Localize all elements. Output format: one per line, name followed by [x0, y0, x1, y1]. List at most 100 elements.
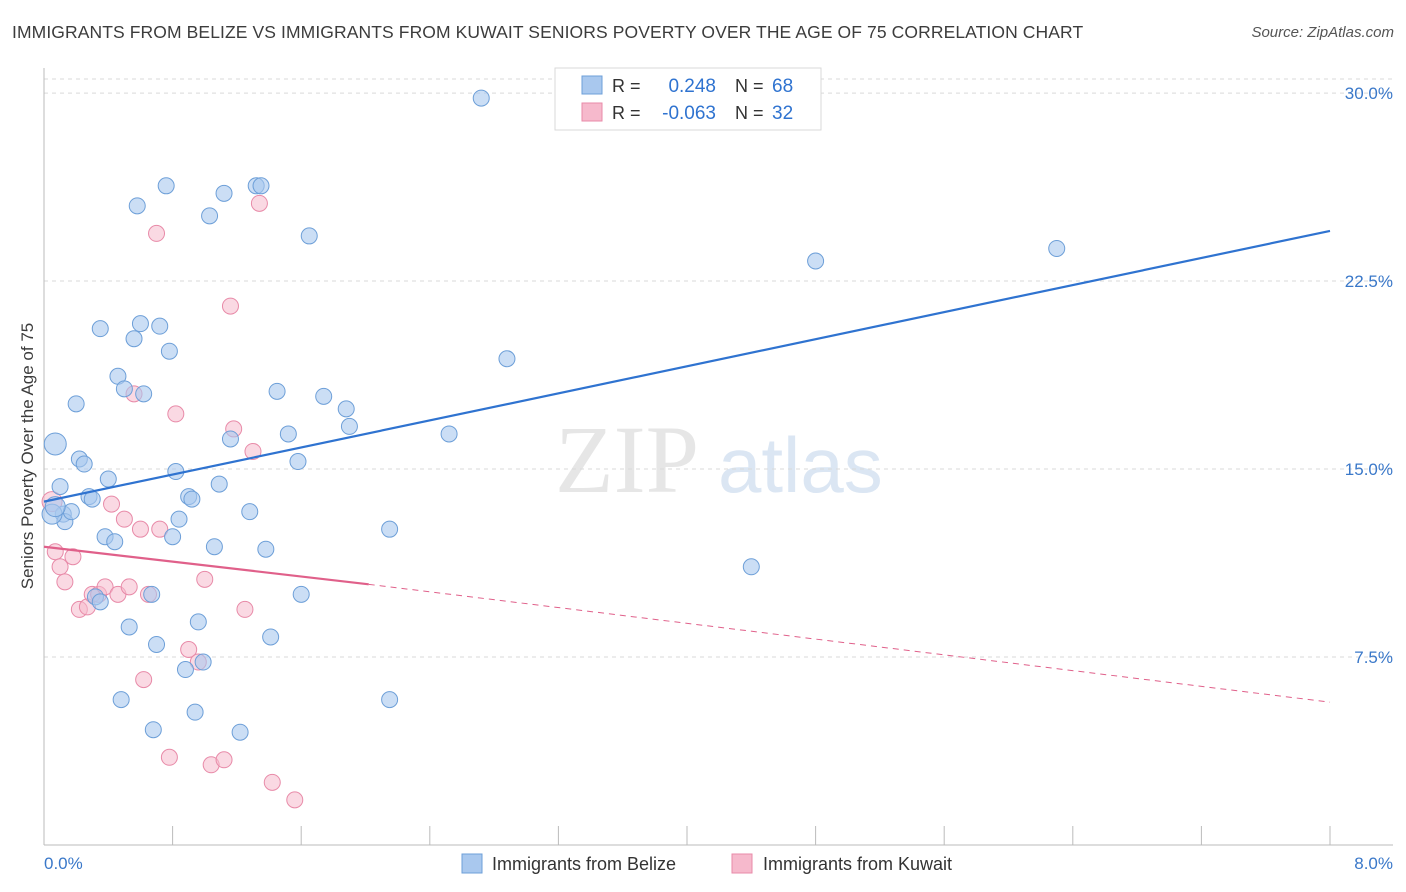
source-label: Source: ZipAtlas.com — [1251, 24, 1394, 41]
belize-point — [231, 723, 249, 741]
belize-point — [241, 503, 259, 521]
belize-point — [160, 342, 178, 360]
chart-title: IMMIGRANTS FROM BELIZE VS IMMIGRANTS FRO… — [12, 22, 1084, 42]
belize-point — [148, 635, 166, 653]
kuwait-point — [250, 194, 268, 212]
y-tick-label: 15.0% — [1345, 460, 1393, 479]
belize-point — [1048, 239, 1066, 257]
belize-point — [279, 425, 297, 443]
belize-trend-line — [43, 229, 1331, 503]
kuwait-trend-line-extension — [368, 583, 1331, 703]
belize-point — [742, 558, 760, 576]
belize-point — [143, 585, 161, 603]
belize-point — [440, 425, 458, 443]
belize-point — [125, 330, 143, 348]
x-tick-label-min: 0.0% — [44, 854, 83, 873]
belize-point — [315, 387, 333, 405]
belize-point — [157, 177, 175, 195]
belize-point — [289, 453, 307, 471]
stats-legend-n-value-belize: 68 — [772, 76, 793, 97]
belize-point — [262, 628, 280, 646]
stats-legend-swatch-kuwait — [581, 102, 603, 122]
belize-point — [43, 432, 67, 456]
kuwait-points — [41, 194, 304, 809]
belize-point — [164, 528, 182, 546]
belize-point — [205, 538, 223, 556]
belize-point — [381, 691, 399, 709]
trend-lines — [43, 229, 1331, 703]
belize-points — [41, 89, 1066, 741]
kuwait-point — [236, 600, 254, 618]
belize-point — [183, 490, 201, 508]
kuwait-point — [148, 224, 166, 242]
belize-point — [337, 400, 355, 418]
belize-point — [472, 89, 490, 107]
belize-point — [170, 510, 188, 528]
series-legend-label-kuwait: Immigrants from Kuwait — [763, 854, 952, 874]
belize-point — [91, 320, 109, 338]
belize-point — [135, 385, 153, 403]
kuwait-point — [151, 520, 169, 538]
belize-point — [807, 252, 825, 270]
stats-legend-swatch-belize — [581, 75, 603, 95]
kuwait-trend-line — [43, 545, 369, 586]
belize-point — [120, 618, 138, 636]
belize-point — [268, 382, 286, 400]
belize-point — [131, 315, 149, 333]
belize-point — [201, 207, 219, 225]
series-legend-swatch-belize — [461, 853, 483, 874]
series-legend-swatch-kuwait — [731, 853, 753, 874]
belize-point — [115, 380, 133, 398]
y-tick-label: 7.5% — [1354, 648, 1393, 667]
belize-point — [128, 197, 146, 215]
belize-point — [221, 430, 239, 448]
kuwait-point — [286, 791, 304, 809]
stats-legend-n-label-belize: N = — [735, 76, 764, 96]
kuwait-point — [135, 671, 153, 689]
belize-point — [215, 184, 233, 202]
belize-point — [498, 350, 516, 368]
belize-point — [210, 475, 228, 493]
belize-point — [292, 585, 310, 603]
kuwait-point — [244, 442, 262, 460]
belize-point — [194, 653, 212, 671]
y-tick-labels: 7.5% 15.0% 22.5% 30.0% — [1345, 84, 1393, 667]
stats-legend-r-value-kuwait: -0.063 — [662, 103, 716, 124]
belize-point — [300, 227, 318, 245]
belize-point — [106, 533, 124, 551]
belize-point — [340, 417, 358, 435]
kuwait-point — [46, 543, 64, 561]
belize-point — [381, 520, 399, 538]
belize-point — [99, 470, 117, 488]
watermark-zip: ZIP — [555, 406, 699, 513]
kuwait-point — [115, 510, 133, 528]
kuwait-point — [131, 520, 149, 538]
series-legend: Immigrants from Belize Immigrants from K… — [461, 853, 952, 874]
kuwait-point — [103, 495, 121, 513]
belize-point — [67, 395, 85, 413]
x-tick-label-max: 8.0% — [1354, 854, 1393, 873]
kuwait-point — [263, 773, 281, 791]
kuwait-point — [180, 640, 198, 658]
kuwait-point — [56, 573, 74, 591]
y-tick-label: 30.0% — [1345, 84, 1393, 103]
belize-point — [257, 540, 275, 558]
kuwait-point — [196, 570, 214, 588]
belize-point — [176, 661, 194, 679]
y-tick-label: 22.5% — [1345, 272, 1393, 291]
stats-legend-r-value-belize: 0.248 — [668, 76, 716, 97]
x-ticks — [43, 826, 1331, 845]
kuwait-point — [160, 748, 178, 766]
belize-point — [186, 703, 204, 721]
belize-point — [51, 478, 69, 496]
belize-point — [252, 177, 270, 195]
stats-legend: R = 0.248 N = 68 R = -0.063 N = 32 — [554, 67, 822, 131]
kuwait-point — [64, 548, 82, 566]
belize-point — [189, 613, 207, 631]
belize-point — [75, 455, 93, 473]
stats-legend-n-value-kuwait: 32 — [772, 103, 793, 124]
belize-point — [144, 721, 162, 739]
kuwait-point — [167, 405, 185, 423]
series-legend-label-belize: Immigrants from Belize — [492, 854, 676, 874]
